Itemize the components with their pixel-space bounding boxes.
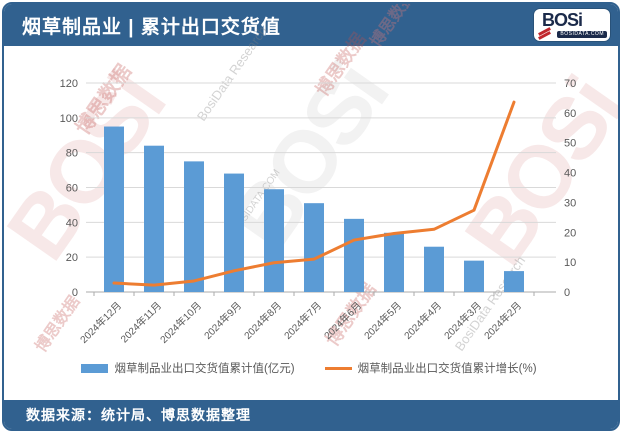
bar-2024年8月 (264, 189, 284, 292)
y-axis-left-tick-label: 100 (60, 113, 78, 125)
bosi-logo: BOSi BOSIDATA.COM (534, 9, 610, 41)
data-source: 数据来源：统计局、博思数据整理 (26, 406, 251, 423)
y-axis-right-tick-label: 50 (564, 138, 576, 150)
bar-2024年2月 (504, 271, 524, 292)
x-axis-label: 2024年11月 (118, 299, 164, 345)
x-axis-label: 2024年10月 (157, 299, 204, 346)
bar-2024年6月 (344, 218, 364, 292)
y-axis-left-tick-label: 60 (66, 183, 78, 195)
bar-2024年11月 (144, 145, 164, 292)
legend-item-bar-series: 烟草制品业出口交货值累计值(亿元) (81, 360, 295, 376)
y-axis-right-tick-label: 30 (564, 197, 576, 209)
page-title: 烟草制品业 | 累计出口交货值 (22, 16, 281, 38)
y-axis-left-tick-label: 40 (66, 217, 78, 229)
x-axis-label: 2024年2月 (481, 299, 524, 342)
footer: 数据来源：统计局、博思数据整理 (4, 400, 618, 429)
bar-2024年3月 (464, 260, 484, 292)
x-axis-label: 2024年12月 (77, 299, 124, 346)
y-axis-left-tick-label: 0 (72, 287, 78, 299)
bar-series-swatch (81, 363, 109, 373)
bar-2024年12月 (104, 126, 124, 293)
x-axis-label: 2024年6月 (321, 299, 364, 342)
growth-line (112, 100, 516, 287)
chart-area: BOSi 博思数据 BosiData Research BOSi BOSIDAT… (4, 23, 618, 396)
x-axis-label: 2024年3月 (441, 299, 484, 342)
legend-item-line-series: 烟草制品业出口交货值累计增长(%) (324, 360, 537, 376)
y-axis-right-tick-label: 10 (564, 257, 576, 269)
combo-chart: 0204060801001200102030405060702024年12月20… (60, 78, 577, 346)
bar-2024年5月 (384, 232, 404, 292)
bar-2024年10月 (184, 161, 204, 292)
y-axis-right-tick-label: 0 (564, 287, 570, 299)
line-series-label: 烟草制品业出口交货值累计增长(%) (357, 363, 537, 375)
bar-2024年9月 (224, 173, 244, 292)
bar-2024年7月 (304, 203, 324, 292)
legend: 烟草制品业出口交货值累计值(亿元) 烟草制品业出口交货值累计增长(%) (4, 360, 614, 376)
y-axis-left-tick-label: 80 (66, 148, 78, 160)
header: 烟草制品业 | 累计出口交货值 博思数据 BOSi BOSIDATA.COM (4, 4, 618, 51)
y-axis-right-tick-label: 70 (564, 78, 576, 90)
bar-series-label: 烟草制品业出口交货值累计值(亿元) (114, 363, 295, 375)
y-axis-left-tick-label: 20 (66, 252, 78, 264)
x-axis-label: 2024年4月 (401, 299, 444, 342)
x-axis-label: 2024年5月 (361, 299, 404, 342)
x-axis-label: 2024年8月 (241, 299, 284, 342)
y-axis-left-tick-label: 120 (60, 78, 78, 90)
bar-2024年4月 (424, 246, 444, 292)
y-axis-right-tick-label: 60 (564, 108, 576, 120)
logo-domain: BOSIDATA.COM (557, 31, 607, 38)
line-series-swatch (324, 366, 352, 370)
watermark: 博思数据 (367, 2, 419, 51)
y-axis-right-tick-label: 20 (564, 227, 576, 239)
y-axis-right-tick-label: 40 (564, 168, 576, 180)
x-axis-label: 2024年7月 (281, 299, 324, 342)
logo-text: BOSi (542, 10, 583, 30)
x-axis-label: 2024年9月 (201, 299, 244, 342)
